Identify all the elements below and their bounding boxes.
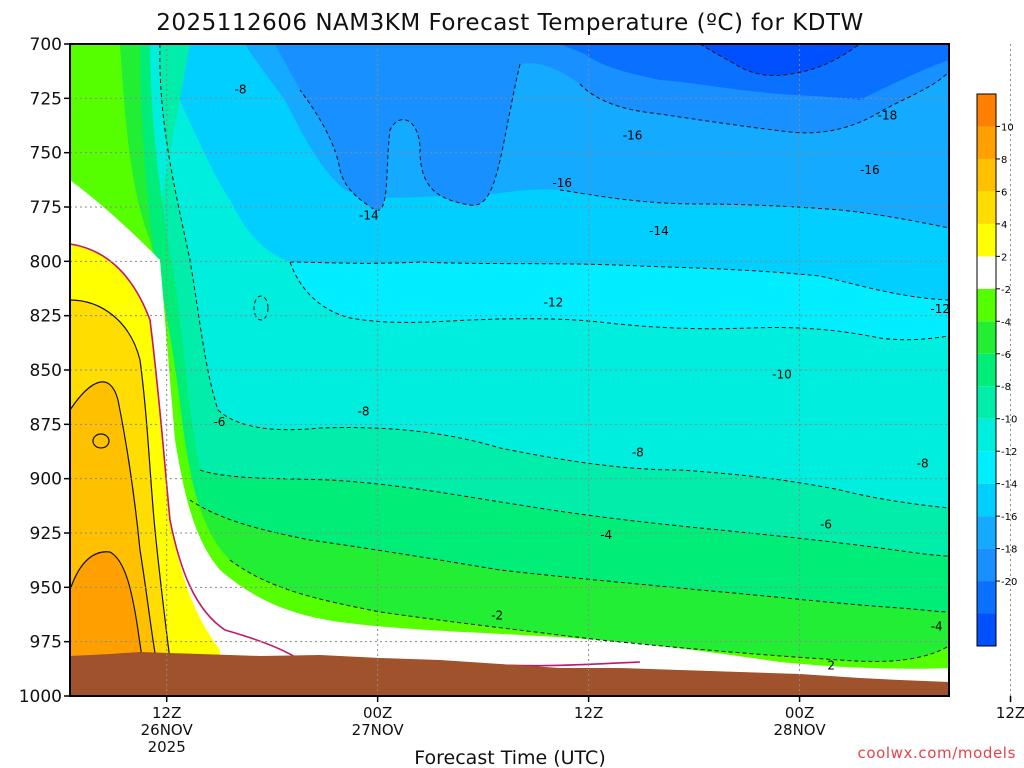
y-tick-label: 750	[30, 144, 62, 164]
colorbar-label: 6	[1001, 187, 1007, 198]
contour-label: -12	[930, 302, 950, 316]
colorbar-label: 2	[1001, 252, 1007, 263]
contour-label: -16	[552, 176, 572, 190]
colorbar-label: -8	[1001, 382, 1011, 393]
y-tick-label: 800	[30, 252, 62, 272]
colorbar-swatch	[977, 613, 996, 646]
colorbar-swatch	[977, 288, 996, 322]
y-axis: 700 725 750 775 800 825 850 875 900 925 950 975 1000	[19, 35, 70, 707]
terrain	[70, 652, 949, 696]
x-tick-label: 12Z	[574, 704, 603, 722]
contour-label: -12	[544, 296, 564, 310]
contour-label: -6	[213, 415, 225, 429]
y-tick-label: 775	[30, 198, 62, 218]
colorbar-swatch	[977, 548, 996, 582]
contour-lines	[159, 44, 949, 662]
colorbar-swatch	[977, 516, 996, 549]
x-tick-label: 12Z	[996, 704, 1024, 722]
contour-label: -14	[359, 209, 379, 223]
y-tick-label: 900	[30, 470, 62, 490]
colorbar-label: -4	[1001, 317, 1011, 328]
colorbar-label: -14	[1001, 480, 1017, 491]
colorbar-swatch	[977, 158, 996, 192]
gridlines	[70, 44, 1012, 696]
y-tick-label: 725	[30, 89, 62, 109]
colorbar-label: -20	[1001, 577, 1017, 588]
colorbar-label: 4	[1001, 220, 1007, 231]
contour-label: -4	[600, 528, 612, 542]
colorbar-frame	[976, 93, 997, 647]
contour-label: 2	[827, 659, 835, 673]
x-tick-label: 00Z	[785, 704, 814, 722]
colorbar: -20 -18 -16 -14 -12 -10 -8 -6 -4 -2 2 4 6 8 10	[976, 93, 1017, 647]
colorbar-swatch	[977, 418, 996, 452]
colorbar-label: -2	[1001, 285, 1011, 296]
plot-area: -8-16-16-18-16-14-14-14-12 -12-10-8-8-8-6…	[70, 44, 950, 696]
contour-label: -8	[917, 456, 929, 470]
y-tick-label: 1000	[19, 687, 62, 707]
chart-title: 2025112606 NAM3KM Forecast Temperature (…	[156, 10, 864, 36]
contour-label: -8	[358, 404, 370, 418]
colorbar-label: -10	[1001, 415, 1017, 426]
x-tick-label: 12Z	[152, 704, 181, 722]
y-tick-label: 825	[30, 307, 62, 327]
colorbar-label: -18	[1001, 545, 1017, 556]
x-tick-label: 26NOV	[141, 721, 194, 739]
colorbar-swatch	[977, 126, 996, 159]
colorbar-swatch	[977, 191, 996, 224]
y-tick-label: 700	[30, 35, 62, 55]
contour-label: -4	[931, 619, 943, 633]
colorbar-swatch	[977, 321, 996, 354]
colorbar-label: 10	[1001, 122, 1014, 133]
temperature-field-extreme-core	[700, 44, 860, 76]
contour-label: -6	[820, 517, 832, 531]
contour-label: -8	[632, 446, 644, 460]
contour-label: -14	[649, 224, 669, 238]
colorbar-swatch	[977, 483, 996, 517]
y-tick-label: 950	[30, 578, 62, 598]
colorbar-label: -12	[1001, 447, 1017, 458]
colorbar-swatch	[977, 451, 996, 484]
contour-label: -2	[491, 609, 503, 623]
y-tick-label: 875	[30, 415, 62, 435]
y-tick-label: 850	[30, 361, 62, 381]
colorbar-swatch	[977, 94, 996, 127]
temperature-field-mid	[290, 262, 949, 340]
contour-label: -8	[235, 83, 247, 97]
contour-label: -16	[860, 163, 880, 177]
contour-label: -18	[878, 109, 898, 123]
contour-label: -10	[772, 367, 792, 381]
colorbar-label: -16	[1001, 512, 1017, 523]
x-tick-label: 28NOV	[774, 721, 827, 739]
colorbar-label: -6	[1001, 350, 1011, 361]
y-tick-label: 975	[30, 633, 62, 653]
x-axis-label: Forecast Time (UTC)	[414, 747, 605, 768]
colorbar-label: 8	[1001, 155, 1007, 166]
colorbar-swatch	[977, 223, 996, 257]
credit-text: coolwx.com/models	[858, 744, 1017, 762]
colorbar-swatch	[977, 256, 996, 289]
colorbar-swatch	[977, 581, 996, 614]
temperature-field-low-warm	[70, 44, 949, 696]
x-tick-label: 2025	[148, 738, 186, 756]
contour-labels: -8-16-16-18-16-14-14-14-12 -12-10-8-8-8-6…	[213, 83, 950, 673]
colorbar-swatch	[977, 386, 996, 419]
x-tick-label: 00Z	[363, 704, 392, 722]
colorbar-swatch	[977, 353, 996, 387]
contour-label: -16	[623, 128, 643, 142]
y-tick-label: 925	[30, 524, 62, 544]
x-tick-label: 27NOV	[352, 721, 405, 739]
